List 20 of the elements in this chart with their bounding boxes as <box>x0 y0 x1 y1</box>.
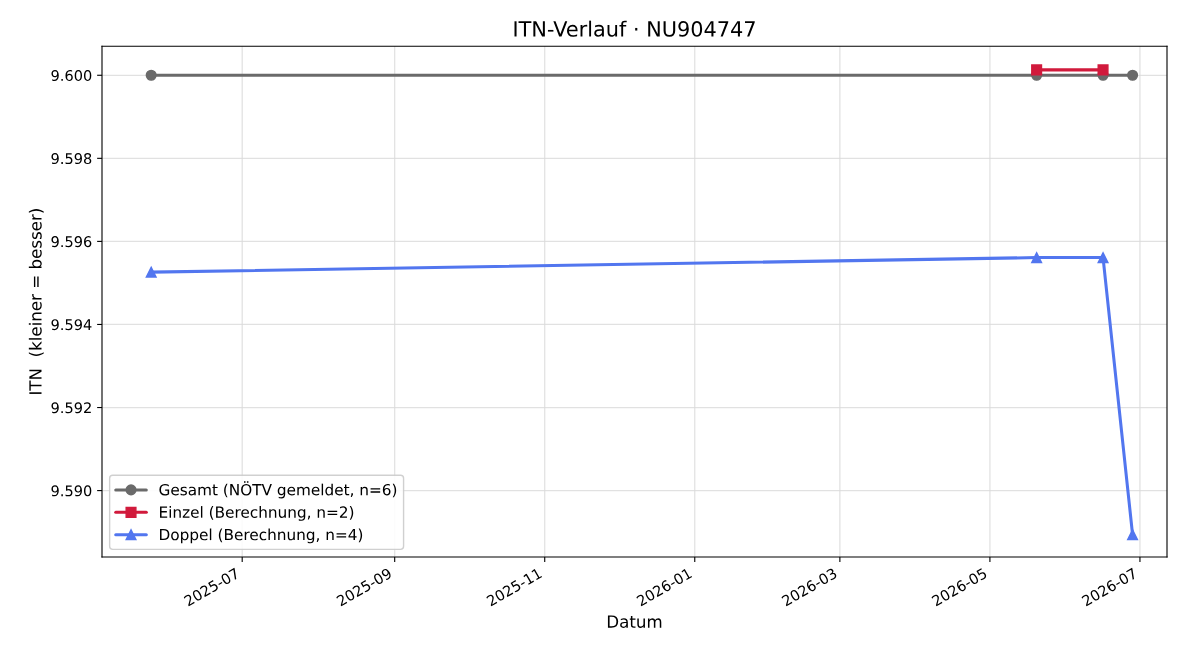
legend-label: Doppel (Berechnung, n=4) <box>160 528 363 544</box>
point <box>145 69 157 81</box>
point <box>145 266 157 278</box>
x-axis-title: Datum <box>607 615 662 628</box>
legend-label: Einzel (Berechnung, n=2) <box>160 506 354 521</box>
y-tick-label: 9.600 <box>51 69 92 82</box>
y-tick-label: 9.598 <box>51 153 92 165</box>
point <box>1097 252 1109 264</box>
point <box>1127 529 1139 541</box>
y-tick-label: 9.594 <box>51 319 92 331</box>
y-axis-title: ITN (kleiner = besser) <box>28 209 44 394</box>
point <box>1097 64 1109 76</box>
y-tick-label: 9.590 <box>51 485 92 497</box>
point <box>1127 69 1139 81</box>
legend-label: Gesamt (NÖTV gemeldet, n=6) <box>159 481 397 499</box>
point <box>1031 252 1043 264</box>
y-tick-label: 9.592 <box>51 402 91 414</box>
point <box>1031 64 1043 76</box>
y-tick-label: 9.596 <box>51 236 92 248</box>
chart-title: ITN-Verlauf · NU904747 <box>514 20 755 37</box>
